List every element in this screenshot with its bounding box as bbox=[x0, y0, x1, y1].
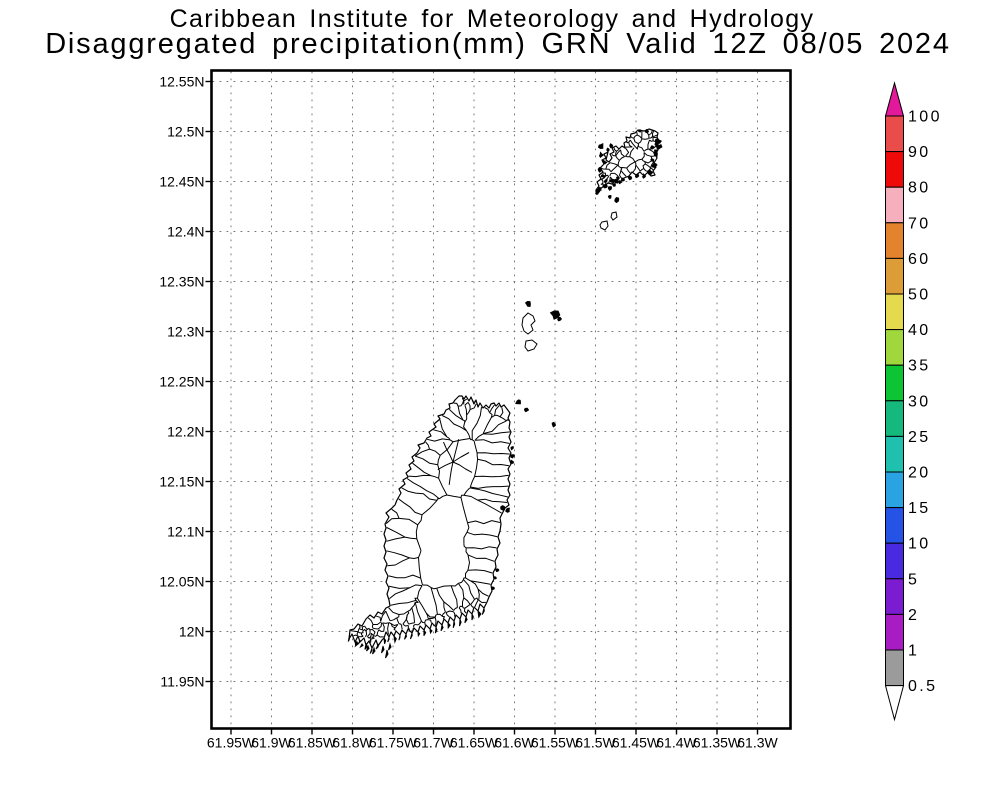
svg-text:61.65W: 61.65W bbox=[450, 735, 499, 751]
svg-text:61.55W: 61.55W bbox=[531, 735, 580, 751]
svg-text:100: 100 bbox=[908, 109, 942, 126]
svg-text:Disaggregated precipitation(mm: Disaggregated precipitation(mm) GRN Vali… bbox=[45, 28, 951, 60]
svg-text:0.5: 0.5 bbox=[908, 678, 937, 695]
svg-text:70: 70 bbox=[908, 215, 931, 232]
svg-text:61.6W: 61.6W bbox=[494, 735, 535, 751]
svg-text:12.45N: 12.45N bbox=[159, 174, 204, 190]
svg-text:12.55N: 12.55N bbox=[159, 74, 204, 90]
svg-text:12.35N: 12.35N bbox=[159, 274, 204, 290]
svg-text:5: 5 bbox=[908, 571, 919, 588]
svg-text:61.95W: 61.95W bbox=[207, 735, 256, 751]
svg-text:61.75W: 61.75W bbox=[369, 735, 418, 751]
svg-text:61.45W: 61.45W bbox=[612, 735, 661, 751]
svg-text:Caribbean Institute for Meteor: Caribbean Institute for Meteorology and … bbox=[170, 5, 815, 33]
svg-text:12.25N: 12.25N bbox=[159, 374, 204, 390]
svg-text:12.05N: 12.05N bbox=[159, 574, 204, 590]
svg-text:61.9W: 61.9W bbox=[251, 735, 292, 751]
svg-text:61.3W: 61.3W bbox=[737, 735, 778, 751]
svg-text:61.35W: 61.35W bbox=[693, 735, 742, 751]
svg-text:12.4N: 12.4N bbox=[167, 224, 204, 240]
svg-text:12.2N: 12.2N bbox=[167, 424, 204, 440]
svg-text:12N: 12N bbox=[179, 624, 205, 640]
svg-text:60: 60 bbox=[908, 251, 931, 268]
svg-text:61.8W: 61.8W bbox=[332, 735, 373, 751]
svg-text:61.5W: 61.5W bbox=[575, 735, 616, 751]
svg-text:50: 50 bbox=[908, 287, 931, 304]
svg-text:35: 35 bbox=[908, 358, 931, 375]
svg-text:12.1N: 12.1N bbox=[167, 524, 204, 540]
svg-text:12.3N: 12.3N bbox=[167, 324, 204, 340]
svg-text:61.7W: 61.7W bbox=[413, 735, 454, 751]
svg-text:20: 20 bbox=[908, 465, 931, 482]
svg-text:2: 2 bbox=[908, 607, 919, 624]
svg-text:1: 1 bbox=[908, 643, 919, 660]
svg-text:80: 80 bbox=[908, 180, 931, 197]
svg-text:11.95N: 11.95N bbox=[160, 674, 204, 690]
svg-text:61.4W: 61.4W bbox=[656, 735, 697, 751]
svg-text:40: 40 bbox=[908, 322, 931, 339]
svg-text:12.5N: 12.5N bbox=[167, 124, 204, 140]
svg-text:30: 30 bbox=[908, 393, 931, 410]
svg-text:90: 90 bbox=[908, 144, 931, 161]
svg-text:15: 15 bbox=[908, 500, 931, 517]
svg-text:10: 10 bbox=[908, 536, 931, 553]
svg-text:61.85W: 61.85W bbox=[288, 735, 337, 751]
svg-text:12.15N: 12.15N bbox=[159, 474, 204, 490]
svg-text:25: 25 bbox=[908, 429, 931, 446]
